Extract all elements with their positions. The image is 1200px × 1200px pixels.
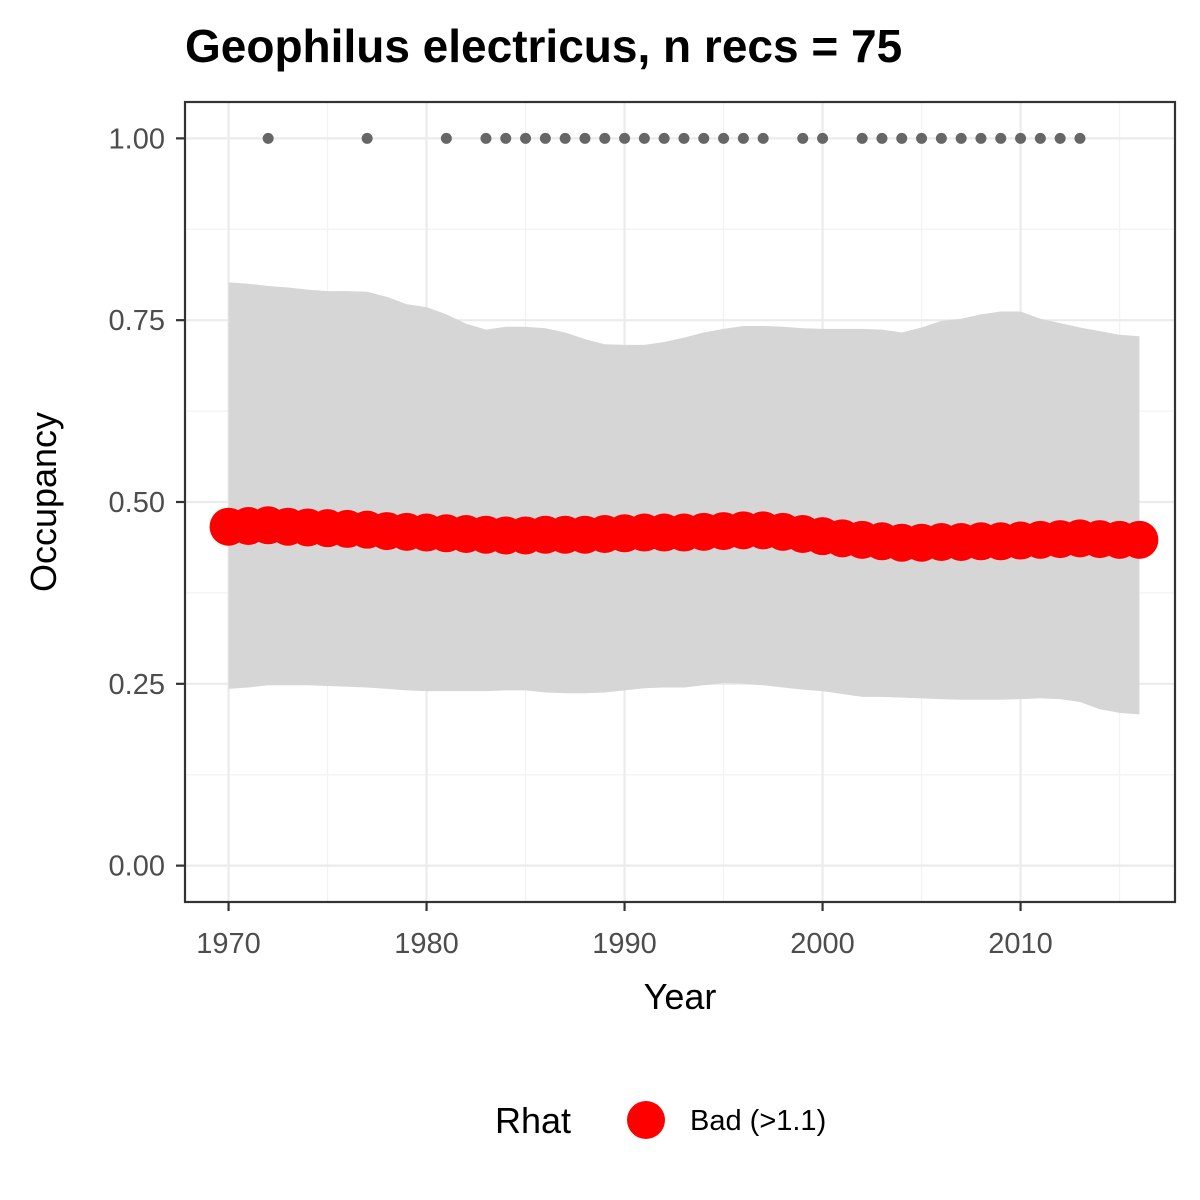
legend-label-bad: Bad (>1.1)	[690, 1105, 826, 1137]
record-point	[361, 132, 373, 144]
record-point	[559, 132, 571, 144]
x-tick-label: 2000	[790, 928, 855, 960]
record-point	[935, 132, 947, 144]
x-tick-label: 1970	[196, 928, 261, 960]
y-tick-label: 0.75	[109, 305, 165, 337]
record-point	[500, 132, 512, 144]
record-point	[955, 132, 967, 144]
record-point	[599, 132, 611, 144]
y-tick-label: 0.00	[109, 851, 165, 883]
x-tick-label: 1980	[394, 928, 459, 960]
x-axis: 1970 1980 1990 2000 2010	[196, 902, 1053, 960]
x-tick-label: 2010	[988, 928, 1053, 960]
record-point	[520, 132, 532, 144]
record-point	[916, 132, 928, 144]
y-axis-title: Occupancy	[23, 412, 64, 592]
record-point	[975, 132, 987, 144]
legend: Rhat Bad (>1.1)	[495, 1100, 826, 1141]
record-point	[658, 132, 670, 144]
record-point	[440, 132, 452, 144]
record-point	[262, 132, 274, 144]
record-point	[737, 132, 749, 144]
record-point	[1054, 132, 1066, 144]
record-point	[678, 132, 690, 144]
confidence-ribbon	[228, 282, 1140, 715]
legend-key-bad	[627, 1101, 665, 1139]
record-point	[698, 132, 710, 144]
record-point	[817, 132, 829, 144]
record-point	[1034, 132, 1046, 144]
y-tick-label: 1.00	[109, 123, 165, 155]
y-axis: 0.00 0.25 0.50 0.75 1.00	[109, 123, 185, 883]
record-point	[797, 132, 809, 144]
record-point	[896, 132, 908, 144]
chart-title: Geophilus electricus, n recs = 75	[185, 20, 902, 72]
record-point	[757, 132, 769, 144]
legend-title: Rhat	[495, 1100, 571, 1141]
record-point	[579, 132, 591, 144]
x-tick-label: 1990	[592, 928, 657, 960]
record-point	[638, 132, 650, 144]
record-point	[539, 132, 551, 144]
record-point	[876, 132, 888, 144]
x-axis-title: Year	[644, 976, 717, 1017]
y-tick-label: 0.50	[109, 487, 165, 519]
y-tick-label: 0.25	[109, 669, 165, 701]
occupancy-estimate-points	[209, 506, 1159, 562]
record-point	[1074, 132, 1086, 144]
record-point	[480, 132, 492, 144]
record-point	[718, 132, 730, 144]
record-point	[1015, 132, 1027, 144]
record-point	[856, 132, 868, 144]
occupancy-point	[1120, 520, 1159, 559]
record-points	[262, 132, 1086, 144]
record-point	[619, 132, 631, 144]
record-point	[995, 132, 1007, 144]
